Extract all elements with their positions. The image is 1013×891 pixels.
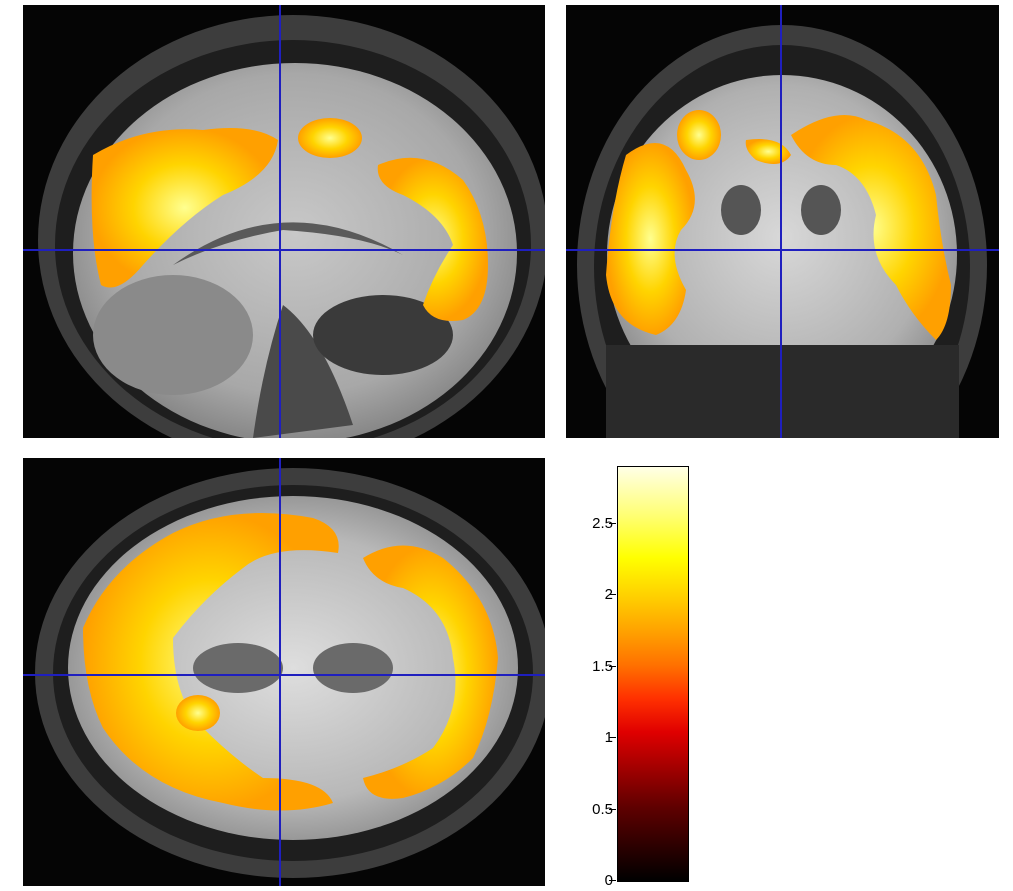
colorbar-tick-label: 0 [604,872,613,889]
crosshair-vertical [279,458,281,886]
coronal-brain-view [566,5,999,438]
colorbar-tick [609,594,616,596]
colorbar-tick [609,665,616,667]
colorbar-tick-label: 1 [604,729,613,747]
crosshair-horizontal [23,674,545,676]
colorbar-tick-label: 2 [604,586,613,604]
activation-blob [377,157,488,321]
activation-blob [677,110,721,160]
crosshair-vertical [279,5,281,438]
activation-blob [791,115,951,340]
colorbar-tick-label: 1.5 [592,657,613,675]
sagittal-brain-view [23,5,545,438]
activation-blob [606,143,695,335]
crosshair-horizontal [23,249,545,251]
activation-blob [745,139,791,164]
activation-blob [91,127,278,288]
colorbar-tick [609,808,616,810]
activation-blob [363,545,498,799]
coronal-brain-image [566,5,999,438]
colorbar-gradient [617,466,689,882]
activation-blob [298,118,362,158]
axial-brain-view [23,458,545,886]
colorbar: 0 0.5 1 1.5 2 2.5 [592,466,689,888]
colorbar-tick [609,880,616,881]
colorbar-tick [609,523,616,525]
crosshair-horizontal [566,249,999,251]
sagittal-brain-image [23,5,545,438]
colorbar-tick-label: 0.5 [592,800,613,818]
crosshair-vertical [780,5,782,438]
colorbar-tick [609,737,616,739]
activation-blob [176,695,220,731]
colorbar-tick-label: 2.5 [592,515,613,533]
activation-blob [83,513,339,811]
axial-brain-image [23,458,545,886]
